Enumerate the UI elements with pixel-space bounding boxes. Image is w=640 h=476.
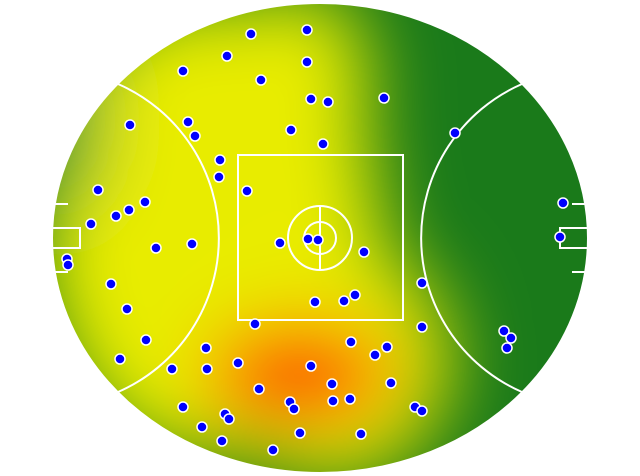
point (182, 116, 194, 128)
point (416, 405, 428, 417)
point (201, 363, 213, 375)
point (85, 218, 97, 230)
point (124, 119, 136, 131)
point (344, 393, 356, 405)
point (241, 185, 253, 197)
point (223, 413, 235, 425)
point (166, 363, 178, 375)
point (369, 349, 381, 361)
point (498, 325, 510, 337)
point (322, 96, 334, 108)
point (123, 204, 135, 216)
point (249, 318, 261, 330)
point (309, 296, 321, 308)
point (449, 127, 461, 139)
point (305, 360, 317, 372)
point (274, 237, 286, 249)
point (378, 92, 390, 104)
point (358, 246, 370, 258)
point (338, 295, 350, 307)
point (245, 28, 257, 40)
point (312, 234, 324, 246)
point (554, 231, 566, 243)
point (214, 154, 226, 166)
point (255, 74, 267, 86)
point (177, 401, 189, 413)
point (355, 428, 367, 440)
point (301, 24, 313, 36)
point (294, 427, 306, 439)
point (196, 421, 208, 433)
point (105, 278, 117, 290)
point (305, 93, 317, 105)
point (186, 238, 198, 250)
point (216, 435, 228, 447)
point (150, 242, 162, 254)
point (189, 130, 201, 142)
point (221, 50, 233, 62)
point (327, 395, 339, 407)
point (232, 357, 244, 369)
point (253, 383, 265, 395)
point (416, 321, 428, 333)
point (381, 341, 393, 353)
point (140, 334, 152, 346)
point (302, 233, 314, 245)
point (213, 171, 225, 183)
point (349, 289, 361, 301)
point (267, 444, 279, 456)
point (505, 332, 517, 344)
point (92, 184, 104, 196)
point (345, 336, 357, 348)
point (110, 210, 122, 222)
point (114, 353, 126, 365)
point (139, 196, 151, 208)
point (326, 378, 338, 390)
point (200, 342, 212, 354)
point (317, 138, 329, 150)
field-lines (51, 2, 589, 474)
point (501, 342, 513, 354)
point (177, 65, 189, 77)
point (385, 377, 397, 389)
point (301, 56, 313, 68)
point (285, 124, 297, 136)
point (557, 197, 569, 209)
point (62, 259, 74, 271)
point (288, 403, 300, 415)
point (416, 277, 428, 289)
point (121, 303, 133, 315)
